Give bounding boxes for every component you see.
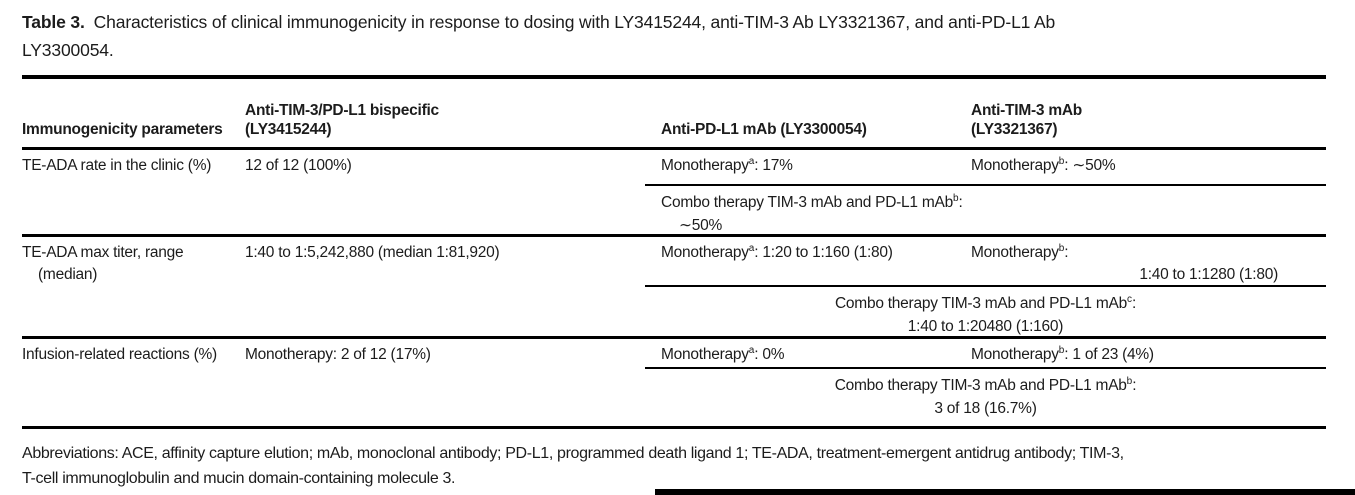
- parameter-cell: Infusion-related reactions (%): [22, 346, 217, 363]
- footnote-marker: b: [952, 193, 959, 204]
- footnote-marker: b: [1126, 376, 1133, 387]
- header-tim3-line2: (LY3321367): [971, 121, 1058, 138]
- row-infusion-reactions: Infusion-related reactions (%) Monothera…: [22, 339, 1326, 429]
- tim3-monotherapy-cell: Monotherapyb: 1 of 23 (4%): [971, 345, 1154, 364]
- table-caption-line1: Table 3. Characteristics of clinical immu…: [22, 8, 1342, 36]
- combo-therapy-cell: Combo therapy TIM-3 mAb and PD-L1 mAbb: …: [645, 186, 1326, 237]
- bispecific-value-cell: 12 of 12 (100%): [245, 157, 352, 174]
- combo-therapy-value: 3 of 18 (16.7%): [934, 400, 1037, 417]
- header-bispecific-line2: (LY3415244): [245, 121, 332, 138]
- pdl1-tim3-span: Monotherapya: 1:20 to 1:160 (1:80) Monot…: [645, 237, 1326, 338]
- row-te-ada-max-titer: TE-ADA max titer, range (median) 1:40 to…: [22, 237, 1326, 339]
- table-header-row: Immunogenicity parameters Anti-TIM-3/PD-…: [22, 79, 1326, 150]
- bispecific-value-cell: 1:40 to 1:5,242,880 (median 1:81,920): [245, 244, 500, 261]
- footnote-marker: b: [1058, 156, 1065, 167]
- header-immunogenicity-parameters: Immunogenicity parameters: [22, 121, 223, 138]
- parameter-line1: TE-ADA max titer, range: [22, 244, 184, 261]
- table-caption: Table 3. Characteristics of clinical immu…: [22, 8, 1342, 64]
- header-tim3-ly3321367: Anti-TIM-3 mAb (LY3321367): [965, 101, 1326, 139]
- combo-therapy-label: Combo therapy TIM-3 mAb and PD-L1 mAbb:: [834, 376, 1137, 395]
- pdl1-tim3-span: Monotherapya: 0% Monotherapyb: 1 of 23 (…: [645, 339, 1326, 426]
- pdl1-monotherapy-cell: Monotherapya: 17%: [661, 156, 793, 175]
- monotherapy-subrow: Monotherapya: 17% Monotherapyb: ∼50%: [645, 150, 1326, 186]
- footnote-marker: b: [1058, 345, 1065, 356]
- combo-therapy-label: Combo therapy TIM-3 mAb and PD-L1 mAbc:: [834, 294, 1137, 313]
- table-number: Table 3.: [22, 12, 85, 32]
- header-bispecific-ly3415244: Anti-TIM-3/PD-L1 bispecific (LY3415244): [245, 101, 645, 139]
- combo-therapy-cell: Combo therapy TIM-3 mAb and PD-L1 mAbc: …: [645, 287, 1326, 338]
- combo-therapy-cell: Combo therapy TIM-3 mAb and PD-L1 mAbb: …: [645, 369, 1326, 420]
- tim3-monotherapy-label: Monotherapyb:: [971, 243, 1069, 262]
- monotherapy-subrow: Monotherapya: 1:20 to 1:160 (1:80) Monot…: [645, 237, 1326, 287]
- pdl1-tim3-span: Monotherapya: 17% Monotherapyb: ∼50% Com…: [645, 150, 1326, 237]
- footnote-marker: a: [748, 156, 755, 167]
- row-te-ada-rate: TE-ADA rate in the clinic (%) 12 of 12 (…: [22, 150, 1326, 237]
- cropped-bottom-rule: [655, 489, 1355, 495]
- pdl1-monotherapy-cell: Monotherapya: 0%: [661, 345, 785, 364]
- pdl1-monotherapy-cell: Monotherapya: 1:20 to 1:160 (1:80): [661, 243, 893, 262]
- combo-therapy-value: 1:40 to 1:20480 (1:160): [907, 318, 1064, 335]
- table-caption-text: Characteristics of clinical immunogenici…: [93, 12, 1056, 32]
- parameter-cell: TE-ADA rate in the clinic (%): [22, 157, 212, 174]
- combo-therapy-label: Combo therapy TIM-3 mAb and PD-L1 mAbb:: [661, 193, 963, 212]
- parameter-cell: TE-ADA max titer, range (median): [22, 237, 245, 338]
- abbreviations-note: Abbreviations: ACE, affinity capture elu…: [22, 441, 1344, 491]
- bispecific-value-cell: Monotherapy: 2 of 12 (17%): [245, 346, 431, 363]
- tim3-monotherapy-cell: Monotherapyb: 1:40 to 1:1280 (1:80): [965, 237, 1326, 286]
- header-pdl1-ly3300054: Anti-PD-L1 mAb (LY3300054): [661, 121, 867, 138]
- footnote-marker: a: [748, 243, 755, 254]
- footnote-marker: a: [748, 345, 755, 356]
- combo-therapy-value: ∼50%: [679, 217, 723, 234]
- footnote-marker: b: [1058, 243, 1065, 254]
- abbreviations-line2: T-cell immunoglobulin and mucin domain-c…: [22, 470, 456, 487]
- tim3-monotherapy-cell: Monotherapyb: ∼50%: [971, 156, 1116, 175]
- tim3-monotherapy-range: 1:40 to 1:1280 (1:80): [1139, 266, 1278, 283]
- header-tim3-line1: Anti-TIM-3 mAb: [971, 102, 1083, 119]
- footnote-marker: c: [1126, 294, 1132, 305]
- header-bispecific-line1: Anti-TIM-3/PD-L1 bispecific: [245, 102, 439, 119]
- parameter-line2: (median): [38, 266, 98, 283]
- immunogenicity-table: Immunogenicity parameters Anti-TIM-3/PD-…: [22, 75, 1326, 429]
- monotherapy-subrow: Monotherapya: 0% Monotherapyb: 1 of 23 (…: [645, 339, 1326, 369]
- table-caption-line2: LY3300054.: [22, 40, 114, 60]
- abbreviations-line1: Abbreviations: ACE, affinity capture elu…: [22, 445, 1124, 462]
